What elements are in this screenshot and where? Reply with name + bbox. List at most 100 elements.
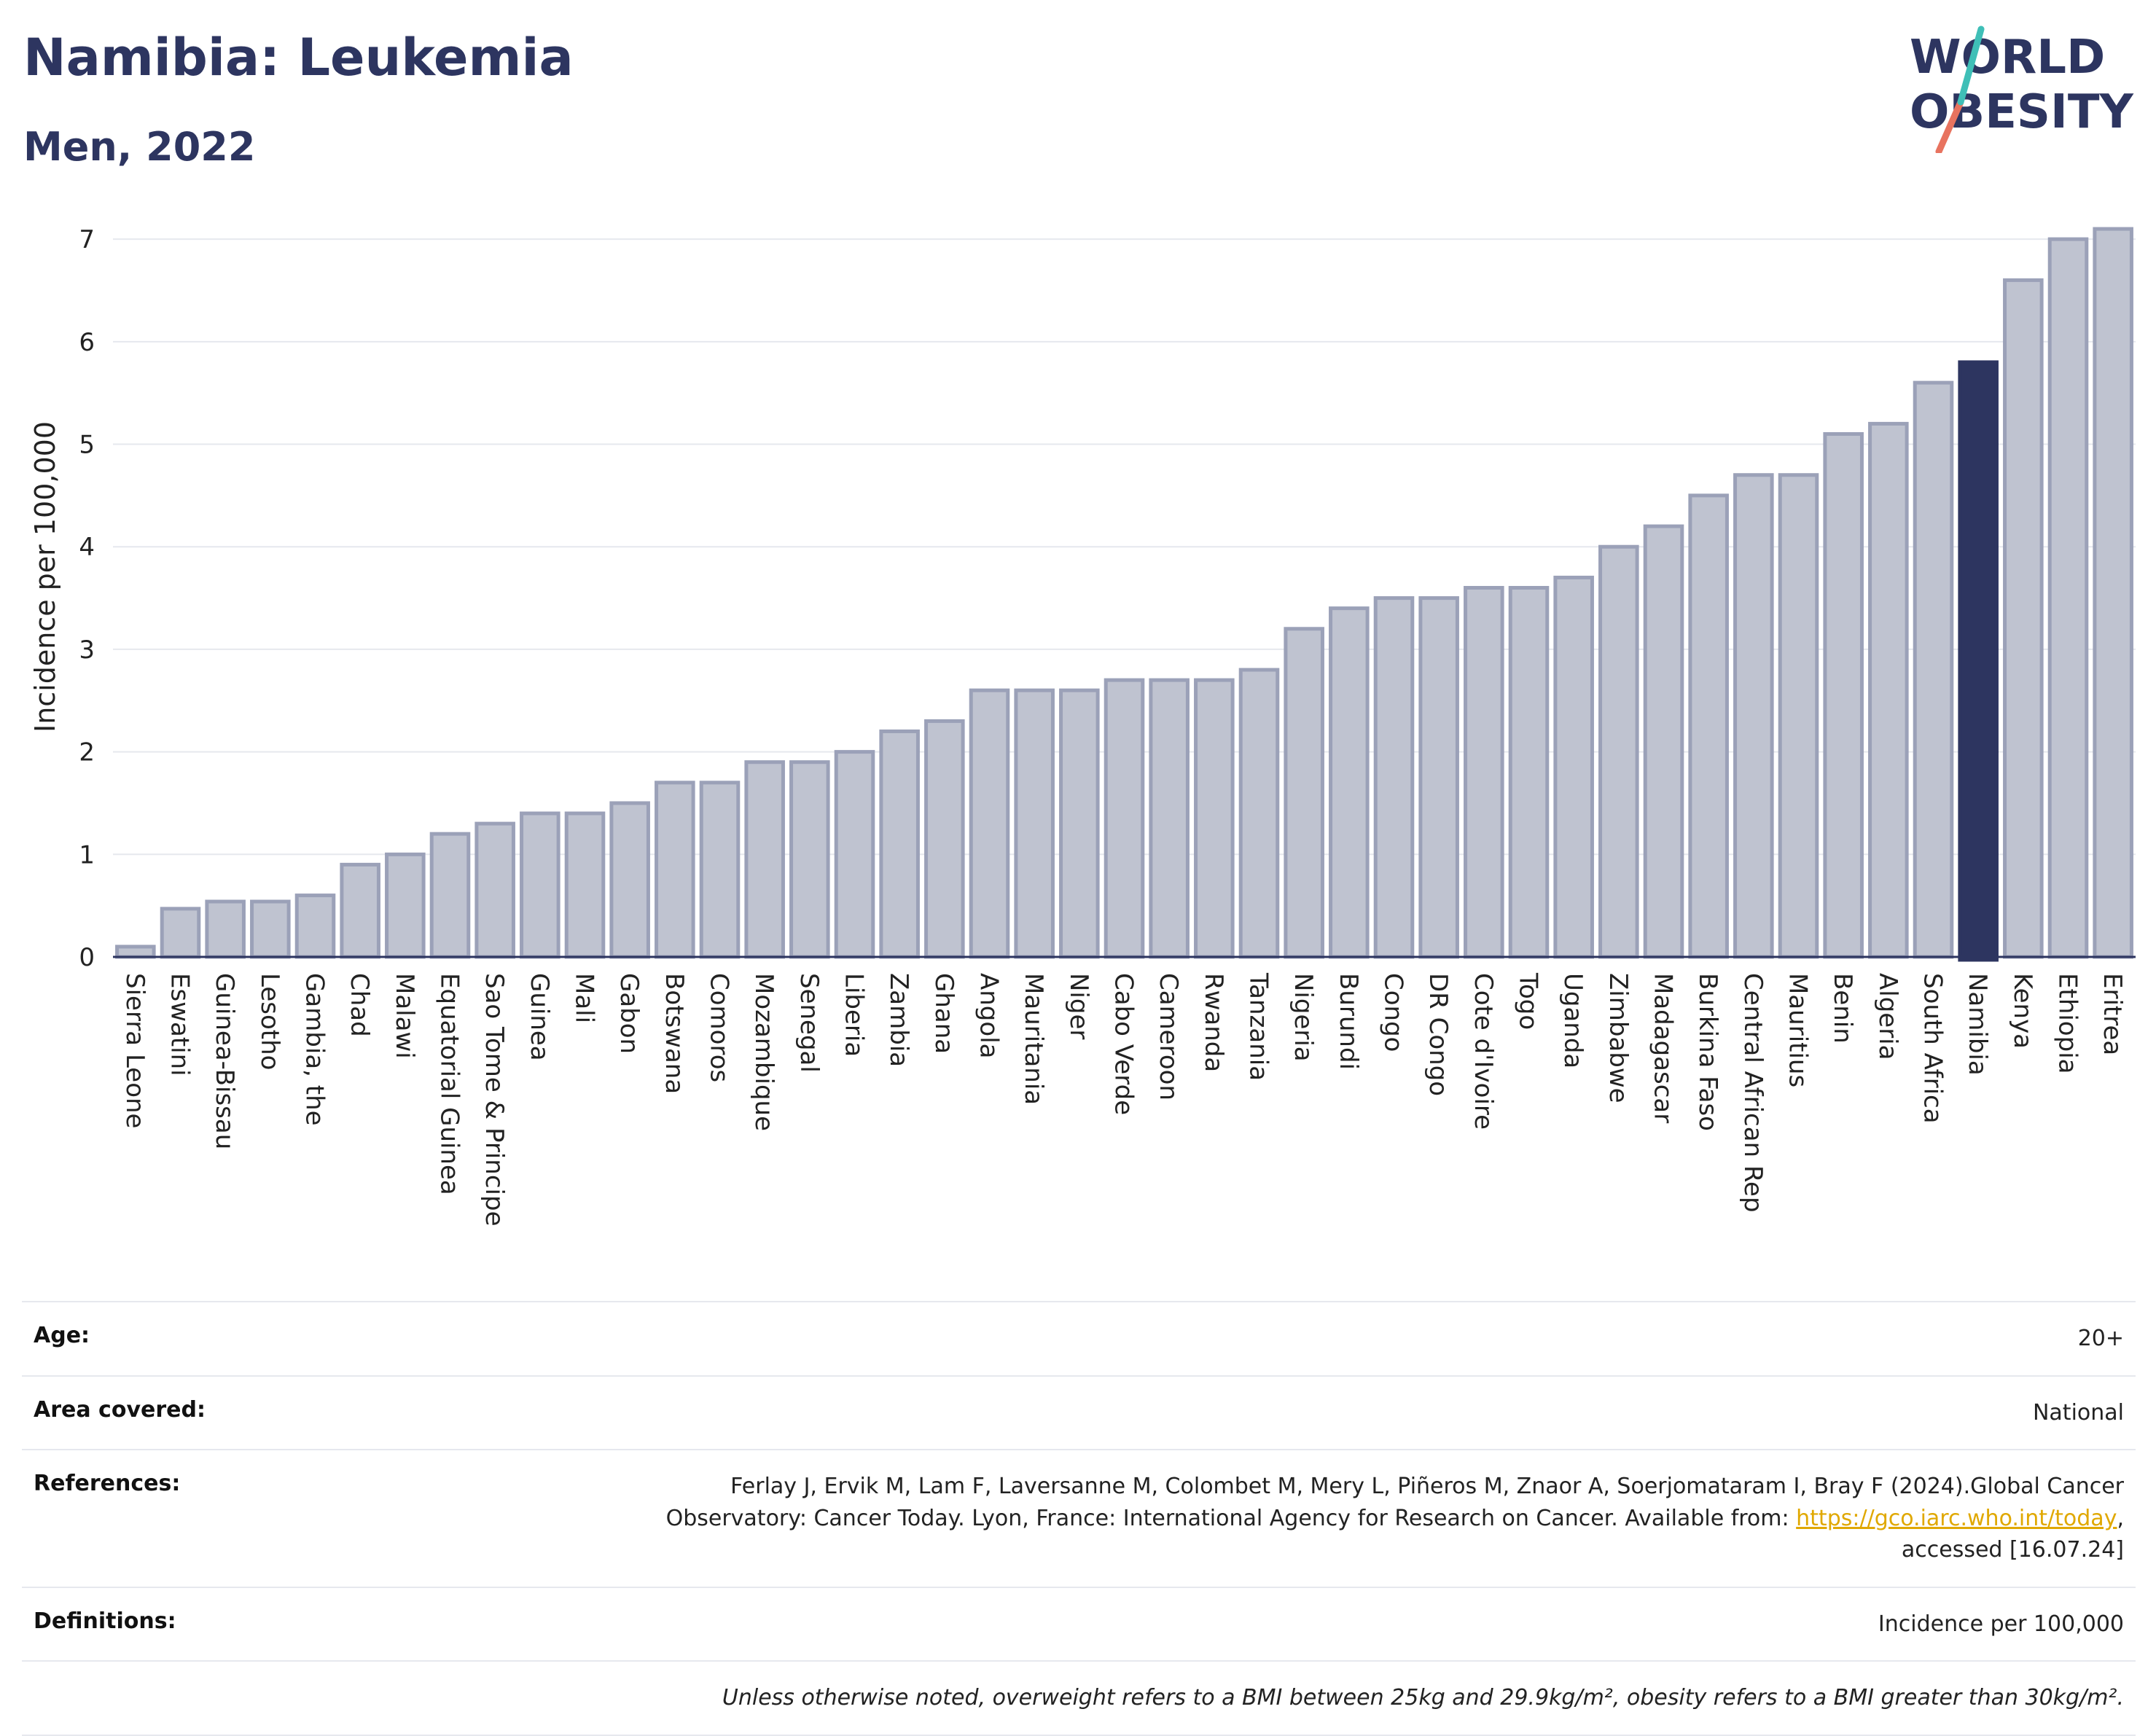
y-tick-label: 0 xyxy=(79,943,95,972)
bar xyxy=(2003,278,2044,959)
bar xyxy=(115,945,156,959)
bar xyxy=(294,894,336,959)
bar xyxy=(1418,596,1459,959)
references-link[interactable]: https://gco.iarc.who.int/today xyxy=(1796,1505,2117,1531)
x-tick-label: Eswatini xyxy=(165,973,195,1076)
references-text: Ferlay J, Ervik M, Lam F, Laversanne M, … xyxy=(665,1474,2124,1531)
y-tick-label: 7 xyxy=(79,225,95,254)
x-tick-label: DR Congo xyxy=(1423,973,1453,1096)
bar xyxy=(1688,493,1729,959)
x-tick-label: Guinea xyxy=(525,973,554,1061)
y-tick-label: 2 xyxy=(79,738,95,767)
x-tick-label: Chad xyxy=(345,973,374,1037)
info-table: Age: 20+ Area covered: National Referenc… xyxy=(22,1301,2136,1736)
x-tick-label: Cameroon xyxy=(1154,973,1183,1100)
x-tick-label: Zimbabwe xyxy=(1604,973,1633,1103)
x-tick-label: South Africa xyxy=(1918,973,1948,1124)
x-tick-label: Algeria xyxy=(1873,973,1902,1060)
info-row-age: Age: 20+ xyxy=(22,1301,2136,1375)
bmi-note: Unless otherwise noted, overweight refer… xyxy=(722,1685,2124,1710)
bar xyxy=(1823,431,1864,959)
x-tick-label: Liberia xyxy=(840,973,869,1057)
x-tick-label: Comoros xyxy=(705,973,734,1082)
bar xyxy=(429,832,471,959)
bar xyxy=(834,750,875,959)
bar xyxy=(1194,678,1235,959)
x-tick-label: Burundi xyxy=(1334,973,1363,1070)
definitions-label: Definitions: xyxy=(34,1608,176,1634)
page-title: Namibia: Leukemia xyxy=(23,28,574,87)
x-tick-label: Sierra Leone xyxy=(120,973,149,1128)
x-tick-label: Equatorial Guinea xyxy=(435,973,464,1195)
bar-highlighted xyxy=(1958,360,1999,962)
references-value: Ferlay J, Ervik M, Lam F, Laversanne M, … xyxy=(593,1471,2124,1566)
bar xyxy=(1778,473,1819,959)
info-row-area: Area covered: National xyxy=(22,1375,2136,1450)
bar xyxy=(564,811,606,959)
y-tick-label: 6 xyxy=(79,328,95,357)
x-tick-label: Ethiopia xyxy=(2053,973,2082,1074)
x-tick-label: Mozambique xyxy=(749,973,778,1131)
x-tick-label: Rwanda xyxy=(1199,973,1228,1072)
x-tick-label: Cabo Verde xyxy=(1109,973,1138,1115)
page-subtitle: Men, 2022 xyxy=(23,124,256,170)
x-tick-label: Uganda xyxy=(1558,973,1587,1068)
info-row-references: References: Ferlay J, Ervik M, Lam F, La… xyxy=(22,1449,2136,1587)
bar xyxy=(1104,678,1145,959)
bar xyxy=(340,862,380,959)
bar xyxy=(1284,627,1324,959)
x-tick-label: Guinea-Bissau xyxy=(210,973,239,1149)
x-tick-label: Zambia xyxy=(884,973,913,1067)
bar xyxy=(1913,380,1954,959)
world-obesity-logo: WORLD OBESITY xyxy=(1910,26,2133,153)
bars xyxy=(115,227,2133,962)
y-tick-label: 3 xyxy=(79,636,95,665)
bar xyxy=(160,907,201,959)
x-tick-label: Senegal xyxy=(794,973,824,1073)
info-row-definitions: Definitions: Incidence per 100,000 xyxy=(22,1586,2136,1661)
bar xyxy=(474,821,515,959)
bar-chart: 0 1 2 3 4 5 6 7 Sierra Leone Eswatini Guinea-Biss… xyxy=(29,225,2136,1227)
x-tick-label: Nigeria xyxy=(1289,973,1318,1062)
y-tick-label: 4 xyxy=(79,533,95,562)
age-label: Age: xyxy=(34,1323,90,1348)
bar xyxy=(250,899,291,959)
definitions-value: Incidence per 100,000 xyxy=(1878,1611,2124,1637)
x-tick-label: Togo xyxy=(1514,972,1543,1030)
bar xyxy=(1238,668,1280,959)
age-value: 20+ xyxy=(2077,1326,2124,1351)
x-tick-label: Tanzania xyxy=(1244,972,1273,1081)
x-tick-label: Gabon xyxy=(614,973,644,1054)
references-label: References: xyxy=(34,1471,181,1496)
bar xyxy=(2093,227,2133,959)
x-tick-label: Ghana xyxy=(929,973,958,1054)
bar xyxy=(1373,596,1415,959)
x-tick-label: Eritrea xyxy=(2098,973,2127,1055)
bar xyxy=(609,801,650,959)
bar xyxy=(2047,237,2089,959)
x-tick-label: Central African Rep xyxy=(1738,973,1768,1213)
x-tick-label: Botswana xyxy=(660,973,689,1094)
x-tick-label: Mauritania xyxy=(1019,973,1048,1105)
bar xyxy=(1733,473,1774,959)
x-tick-label: Mali xyxy=(570,973,599,1023)
bar xyxy=(520,811,561,959)
x-tick-label: Mauritius xyxy=(1784,973,1813,1087)
y-tick-label: 5 xyxy=(79,431,95,460)
y-axis-label: Incidence per 100,000 xyxy=(29,421,61,732)
bar xyxy=(924,719,965,959)
x-tick-label: Burkina Faso xyxy=(1693,973,1722,1131)
y-tick-label: 1 xyxy=(79,840,95,869)
bar xyxy=(655,781,695,959)
bar xyxy=(789,760,830,959)
bar xyxy=(1329,606,1370,959)
x-tick-label: Namibia xyxy=(1963,973,1992,1076)
x-tick-label: Lesotho xyxy=(255,973,284,1070)
x-tick-label: Niger xyxy=(1064,973,1093,1039)
bar xyxy=(744,760,785,959)
bar xyxy=(1059,688,1100,959)
bar xyxy=(1643,524,1684,959)
bar xyxy=(1464,586,1504,959)
bar xyxy=(1598,544,1639,959)
bar xyxy=(1868,421,1909,959)
